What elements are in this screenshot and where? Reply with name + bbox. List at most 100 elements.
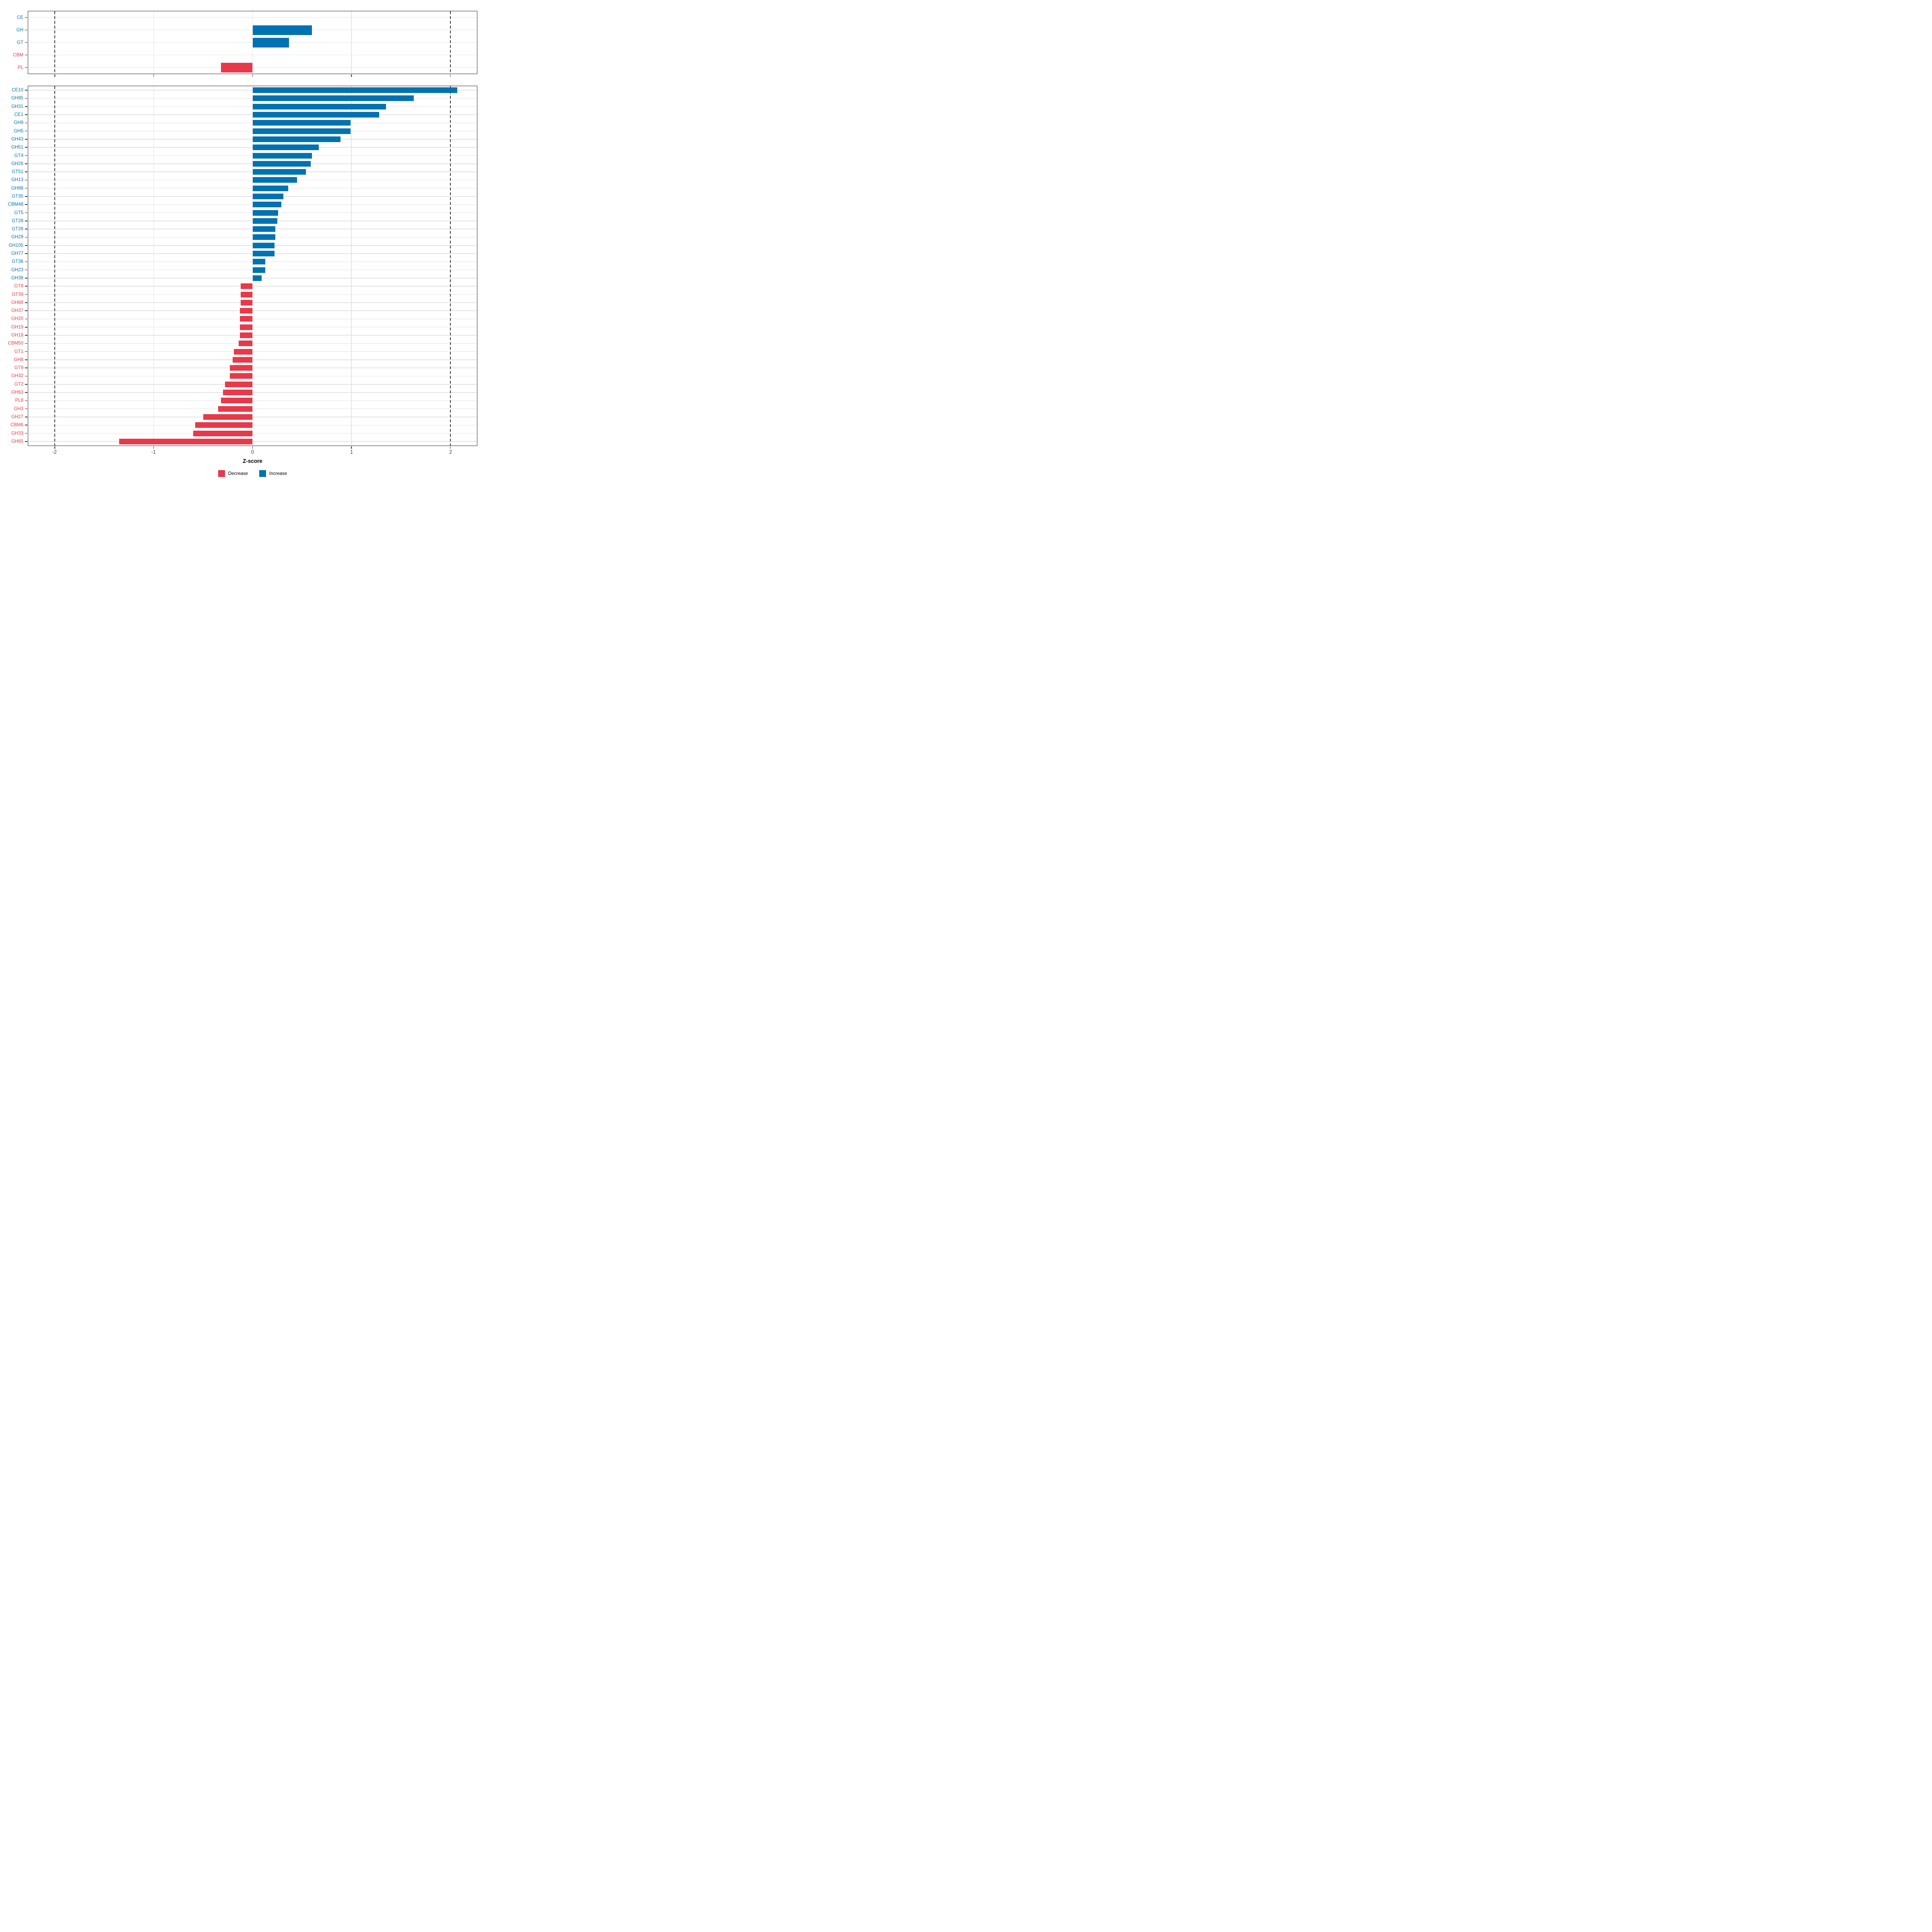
bar (252, 95, 414, 101)
category-label: CBM (13, 52, 23, 58)
bar (252, 210, 279, 216)
gridline-horizontal (28, 343, 477, 344)
x-axis-tick-label: -2 (52, 449, 57, 455)
x-axis-tick-label: 1 (350, 449, 353, 455)
x-axis-tick-label: 0 (251, 449, 254, 455)
category-label: CE10 (12, 88, 23, 93)
category-label: GT (17, 40, 23, 45)
x-axis-tick-labels: -2 -1 0 1 2 (28, 449, 477, 455)
axis-tick-left (25, 90, 27, 91)
bar (239, 332, 253, 338)
reference-line-dashed (54, 86, 56, 446)
bar (252, 226, 275, 232)
gridline-horizontal (28, 310, 477, 311)
category-label: GT51 (12, 169, 23, 175)
category-label: GH63 (11, 390, 23, 395)
axis-tick-left (25, 147, 27, 148)
axis-tick-left (25, 114, 27, 115)
bar (252, 185, 288, 191)
category-label: GH38 (11, 275, 23, 281)
axis-tick-bottom (450, 446, 451, 449)
axis-tick-left (25, 351, 27, 352)
bar (218, 406, 253, 412)
axis-tick-left (25, 343, 27, 344)
axis-tick-left (25, 384, 27, 385)
bar (252, 136, 341, 142)
category-label: GH88 (11, 186, 23, 191)
category-label: GT35 (12, 194, 23, 199)
category-label: GH33 (11, 431, 23, 436)
bar (241, 283, 253, 289)
axis-tick-left (25, 376, 27, 377)
axis-tick-bottom (351, 446, 352, 449)
category-label: GH51 (11, 145, 23, 150)
axis-tick-left (25, 171, 27, 172)
category-label: GT5 (14, 210, 23, 215)
axis-tick-left (25, 98, 27, 99)
category-label: GT1 (14, 349, 23, 354)
axis-tick-left (25, 318, 27, 320)
bar (252, 112, 379, 118)
axis-tick-left (25, 130, 27, 132)
bar (252, 87, 457, 93)
gridline-horizontal (28, 294, 477, 295)
category-label: GH32 (11, 374, 23, 379)
category-label: GH8 (14, 357, 23, 362)
axis-tick-left (25, 302, 27, 303)
axis-tick-left (25, 163, 27, 164)
category-label: GT2 (14, 382, 23, 387)
category-label: GH68 (11, 300, 23, 305)
axis-tick-left (25, 441, 27, 442)
axis-tick-left (25, 245, 27, 246)
axis-tick-left (25, 196, 27, 197)
category-label: GT9 (14, 365, 23, 371)
category-label: CBM48 (8, 202, 23, 207)
bar (252, 153, 312, 159)
x-axis-tick-label: -1 (151, 449, 156, 455)
category-label: PL8 (15, 398, 23, 403)
reference-line-dashed (54, 11, 56, 74)
bar (239, 324, 253, 330)
bar (252, 193, 283, 199)
category-label: GH5 (14, 128, 23, 134)
category-label: GT39 (12, 292, 23, 297)
axis-tick-left (25, 400, 27, 401)
family-panel-block: CE10 GH95 GH31 CE1 GH9 GH5 GH43 GH51 GT4 GH26 GT51… (8, 86, 477, 449)
bar (252, 259, 266, 265)
axis-tick-left (25, 42, 27, 43)
category-label: GH13 (11, 178, 23, 183)
axis-tick-left (25, 310, 27, 311)
legend-label: Increase (269, 471, 287, 476)
category-label: GH77 (11, 251, 23, 256)
bar (230, 365, 253, 371)
bar (252, 128, 351, 134)
axis-tick-left (25, 294, 27, 295)
category-label: CBM6 (10, 423, 23, 428)
gridline-horizontal (28, 54, 477, 56)
axis-tick-left (25, 326, 27, 328)
bar (252, 234, 275, 240)
figure: CE GH GT CBM PL CE10 GH95 GH31 CE1 GH9 GH5 GH43 GH5… (0, 0, 483, 483)
category-label: PL (17, 65, 23, 70)
axis-tick-bottom (54, 446, 56, 449)
bar (241, 291, 253, 297)
gridline-horizontal (28, 367, 477, 368)
class-zscore-panel: CE GH GT CBM PL (13, 11, 477, 77)
category-label: GT4 (14, 153, 23, 158)
category-label: GT36 (12, 259, 23, 264)
legend-swatch-decrease (218, 470, 225, 477)
legend: Decrease Increase (28, 470, 477, 477)
axis-tick-left (25, 155, 27, 156)
axis-tick-left (25, 433, 27, 434)
bar (252, 218, 277, 224)
bar (223, 390, 253, 396)
bar (239, 341, 253, 347)
legend-item-decrease: Decrease (218, 470, 248, 477)
axis-tick-left (25, 204, 27, 205)
bar (239, 316, 253, 322)
bar (252, 242, 275, 248)
axis-tick-left (25, 122, 27, 124)
bar (252, 267, 266, 273)
bar (252, 25, 312, 35)
axis-tick-bottom (252, 74, 253, 77)
